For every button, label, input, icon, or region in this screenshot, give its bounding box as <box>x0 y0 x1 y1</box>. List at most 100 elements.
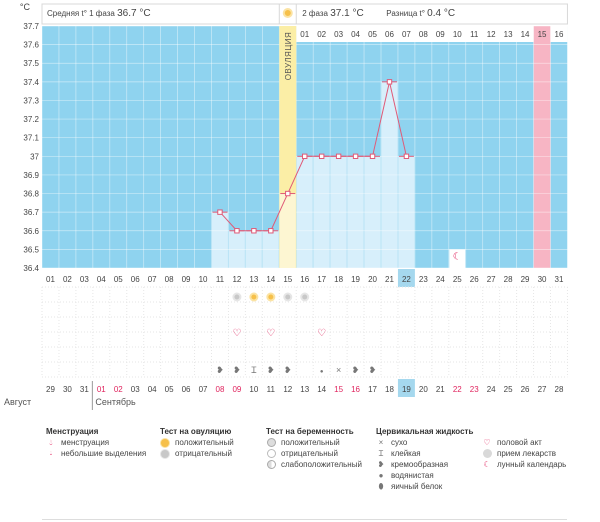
post-ovulation-day-label: 16 <box>555 30 564 39</box>
post-ovulation-day-label: 08 <box>419 30 428 39</box>
legend: Менструация 💧︎ менструация 💧︎ небольшие … <box>0 426 600 522</box>
legend-cervical-title: Цервикальная жидкость <box>376 427 474 436</box>
y-tick-label: 36.5 <box>23 245 39 254</box>
sun-icon <box>282 8 293 18</box>
legend-item-label: половой акт <box>497 438 542 447</box>
legend-item: ● водянистая <box>376 470 473 481</box>
post-ovulation-day-label: 07 <box>402 30 411 39</box>
legend-item: положительный <box>160 437 234 448</box>
post-ovulation-day-label: 12 <box>487 30 496 39</box>
cycle-day-label: 08 <box>165 275 174 284</box>
month-label-august: Август <box>4 397 31 407</box>
calendar-date-label: 20 <box>419 385 428 394</box>
cycle-day-label: 22 <box>402 275 411 284</box>
legend-item-label: водянистая <box>391 471 434 480</box>
legend-menstruation-title: Менструация <box>46 427 99 436</box>
post-ovulation-day-label: 02 <box>317 30 326 39</box>
temperature-point <box>234 228 240 234</box>
legend-pregnancy-test: Тест на беременность положительный отриц… <box>266 426 362 470</box>
cycle-day-label: 01 <box>46 275 55 284</box>
legend-item-label: клейкая <box>391 449 421 458</box>
blood-drop-icon: 💧︎ <box>49 437 53 447</box>
calendar-date-label: 17 <box>368 385 377 394</box>
legend-item-label: яичный белок <box>391 482 443 491</box>
calendar-date-label: 15 <box>334 385 343 394</box>
temperature-point <box>386 79 393 85</box>
cycle-day-label: 09 <box>182 275 191 284</box>
circle-negative-icon <box>266 448 276 459</box>
circle-weak-icon <box>266 459 276 470</box>
temperature-point <box>369 153 376 160</box>
y-tick-label: 36.6 <box>23 227 39 236</box>
calendar-date-label: 16 <box>351 385 360 394</box>
temperature-point <box>268 228 274 234</box>
cycle-day-label: 24 <box>436 275 445 284</box>
sun-negative-icon <box>232 292 242 302</box>
legend-item: 💧︎ небольшие выделения <box>46 448 146 459</box>
cycle-day-label: 25 <box>453 275 462 284</box>
y-tick-label: 37.3 <box>23 96 39 105</box>
cycle-day-label: 29 <box>521 275 530 284</box>
cycle-day-label: 13 <box>249 275 258 284</box>
calendar-date-label: 22 <box>453 385 462 394</box>
legend-other: ♡ половой акт прием лекарств ☾ лунный ка… <box>482 437 566 470</box>
calendar-date-label: 28 <box>555 385 564 394</box>
cycle-day-row <box>42 269 568 287</box>
post-ovulation-day-label: 10 <box>453 30 462 39</box>
calendar-date-label: 02 <box>114 385 123 394</box>
moon-icon: ☾ <box>453 251 462 262</box>
cycle-day-label: 28 <box>504 275 513 284</box>
legend-item: ♡ половой акт <box>482 437 566 448</box>
header-band <box>41 3 568 25</box>
cycle-day-label: 31 <box>555 275 564 284</box>
creamy-icon: ❥ <box>284 365 292 375</box>
heart-icon: ♡ <box>317 328 326 339</box>
legend-item: отрицательный <box>266 448 362 459</box>
cycle-day-label: 30 <box>538 275 547 284</box>
calendar-date-label: 07 <box>199 385 208 394</box>
calendar-date-label: 09 <box>232 385 241 394</box>
legend-item: слабоположительный <box>266 459 362 470</box>
y-tick-label: 37.5 <box>23 59 39 68</box>
post-ovulation-day-label: 04 <box>351 30 360 39</box>
y-tick-label: 36.8 <box>23 190 39 199</box>
heart-icon: ♡ <box>483 437 491 447</box>
legend-item-label: кремообразная <box>391 460 449 469</box>
legend-ovulation-title: Тест на овуляцию <box>160 427 232 436</box>
y-tick-label: 36.9 <box>23 171 39 180</box>
temperature-point <box>403 153 410 160</box>
legend-item-label: небольшие выделения <box>61 449 147 458</box>
sticky-icon: Ɪ <box>251 365 256 375</box>
cross-icon: × <box>378 437 384 447</box>
post-ovulation-day-label: 13 <box>504 30 513 39</box>
ovulation-label: ОВУЛЯЦИЯ <box>284 32 293 81</box>
temp-difference: Разница t° 0.4 °C <box>386 8 455 19</box>
cycle-day-label: 21 <box>385 275 394 284</box>
cycle-day-label: 05 <box>114 275 123 284</box>
post-ovulation-day-label: 14 <box>521 30 530 39</box>
calendar-date-label: 18 <box>385 385 394 394</box>
calendar-date-label: 14 <box>317 385 326 394</box>
creamy-icon: ❥ <box>267 365 275 375</box>
phase1-average: Средняя t° 1 фаза 36.7 °C <box>47 8 151 19</box>
creamy-icon: ❥ <box>216 365 224 375</box>
calendar-date-label: 30 <box>63 385 72 394</box>
heart-icon: ♡ <box>232 328 241 339</box>
legend-menstruation: Менструация 💧︎ менструация 💧︎ небольшие … <box>46 426 146 459</box>
post-ovulation-day-label: 11 <box>470 30 479 39</box>
bbt-chart: Средняя t° 1 фаза 36.7 °C 2 фаза 37.1 °C Р… <box>4 2 568 410</box>
creamy-icon: ❥ <box>369 365 377 375</box>
fertile-window-column <box>533 26 551 268</box>
today-cycle-highlight <box>397 269 415 287</box>
cycle-day-label: 15 <box>283 275 292 284</box>
sun-negative-icon <box>283 292 293 302</box>
post-ovulation-day-label: 01 <box>300 30 309 39</box>
calendar-date-label: 03 <box>131 385 140 394</box>
legend-item: Ɪ клейкая <box>376 448 473 459</box>
divider <box>42 519 567 520</box>
legend-item: отрицательный <box>160 448 234 459</box>
calendar-date-label: 01 <box>97 385 106 394</box>
legend-cervical-fluid: Цервикальная жидкость × сухо Ɪ клейкая ❥… <box>376 426 473 492</box>
calendar-date-label: 08 <box>216 385 225 394</box>
legend-item: положительный <box>266 437 362 448</box>
